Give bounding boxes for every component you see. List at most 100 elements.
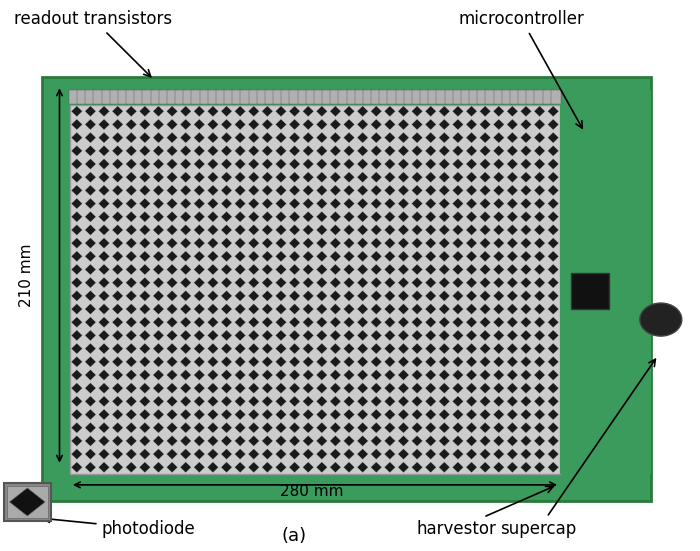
Polygon shape [289, 277, 300, 288]
Polygon shape [112, 290, 123, 301]
Polygon shape [71, 356, 83, 367]
Polygon shape [371, 317, 382, 327]
Bar [289, 90, 300, 104]
Polygon shape [534, 409, 545, 420]
Bar [224, 90, 234, 104]
Polygon shape [289, 290, 300, 301]
Polygon shape [534, 264, 545, 275]
Polygon shape [330, 264, 341, 275]
Polygon shape [344, 304, 354, 314]
Polygon shape [439, 277, 449, 288]
Polygon shape [316, 396, 328, 407]
Polygon shape [426, 423, 436, 433]
Polygon shape [494, 172, 504, 182]
Bar [371, 90, 382, 104]
Polygon shape [452, 106, 463, 117]
Polygon shape [344, 290, 354, 301]
Polygon shape [194, 436, 204, 446]
Polygon shape [221, 330, 232, 341]
Polygon shape [234, 132, 246, 143]
Text: readout transistors: readout transistors [14, 10, 172, 77]
Polygon shape [139, 264, 150, 275]
Polygon shape [452, 132, 463, 143]
Polygon shape [439, 409, 449, 420]
Polygon shape [330, 225, 341, 235]
Polygon shape [302, 330, 314, 341]
Polygon shape [262, 277, 273, 288]
Polygon shape [357, 106, 368, 117]
Polygon shape [153, 198, 164, 209]
Polygon shape [139, 251, 150, 262]
Polygon shape [452, 185, 463, 196]
Polygon shape [494, 396, 504, 407]
Polygon shape [466, 290, 477, 301]
Polygon shape [398, 198, 409, 209]
Polygon shape [507, 212, 518, 222]
Polygon shape [194, 462, 204, 473]
Polygon shape [85, 159, 96, 169]
Polygon shape [330, 290, 341, 301]
Bar [85, 90, 96, 104]
Polygon shape [507, 277, 518, 288]
Polygon shape [330, 277, 341, 288]
Polygon shape [302, 198, 314, 209]
Polygon shape [194, 159, 204, 169]
Polygon shape [262, 343, 273, 354]
Polygon shape [234, 383, 246, 393]
Polygon shape [153, 356, 164, 367]
Polygon shape [480, 225, 491, 235]
Polygon shape [71, 277, 83, 288]
Polygon shape [85, 106, 96, 117]
Polygon shape [85, 264, 96, 275]
Polygon shape [494, 185, 504, 196]
Polygon shape [221, 212, 232, 222]
Polygon shape [181, 396, 191, 407]
Polygon shape [207, 145, 218, 156]
Polygon shape [248, 370, 259, 380]
Polygon shape [207, 409, 218, 420]
Polygon shape [344, 462, 354, 473]
Polygon shape [112, 356, 123, 367]
Polygon shape [412, 436, 423, 446]
Polygon shape [153, 304, 164, 314]
Polygon shape [344, 436, 354, 446]
Polygon shape [412, 423, 423, 433]
Polygon shape [262, 409, 273, 420]
Polygon shape [507, 409, 518, 420]
Polygon shape [494, 409, 504, 420]
Polygon shape [71, 290, 83, 301]
Polygon shape [452, 264, 463, 275]
Polygon shape [153, 106, 164, 117]
Polygon shape [412, 356, 423, 367]
Polygon shape [99, 462, 109, 473]
Polygon shape [494, 132, 504, 143]
Polygon shape [466, 317, 477, 327]
Polygon shape [71, 198, 83, 209]
Polygon shape [494, 106, 504, 117]
Polygon shape [289, 264, 300, 275]
Polygon shape [412, 264, 423, 275]
Polygon shape [207, 119, 218, 129]
Polygon shape [234, 119, 246, 129]
Polygon shape [466, 356, 477, 367]
Polygon shape [276, 436, 286, 446]
Polygon shape [85, 396, 96, 407]
Polygon shape [234, 264, 246, 275]
Polygon shape [466, 462, 477, 473]
Polygon shape [289, 383, 300, 393]
Polygon shape [357, 423, 368, 433]
Polygon shape [466, 409, 477, 420]
Polygon shape [521, 185, 531, 196]
Bar [322, 90, 332, 104]
Bar [379, 90, 390, 104]
Polygon shape [221, 238, 232, 249]
Polygon shape [234, 185, 246, 196]
Polygon shape [153, 225, 164, 235]
Polygon shape [316, 225, 328, 235]
Polygon shape [167, 356, 178, 367]
Polygon shape [207, 290, 218, 301]
Polygon shape [167, 132, 178, 143]
Polygon shape [384, 132, 395, 143]
Polygon shape [234, 396, 246, 407]
Polygon shape [466, 423, 477, 433]
